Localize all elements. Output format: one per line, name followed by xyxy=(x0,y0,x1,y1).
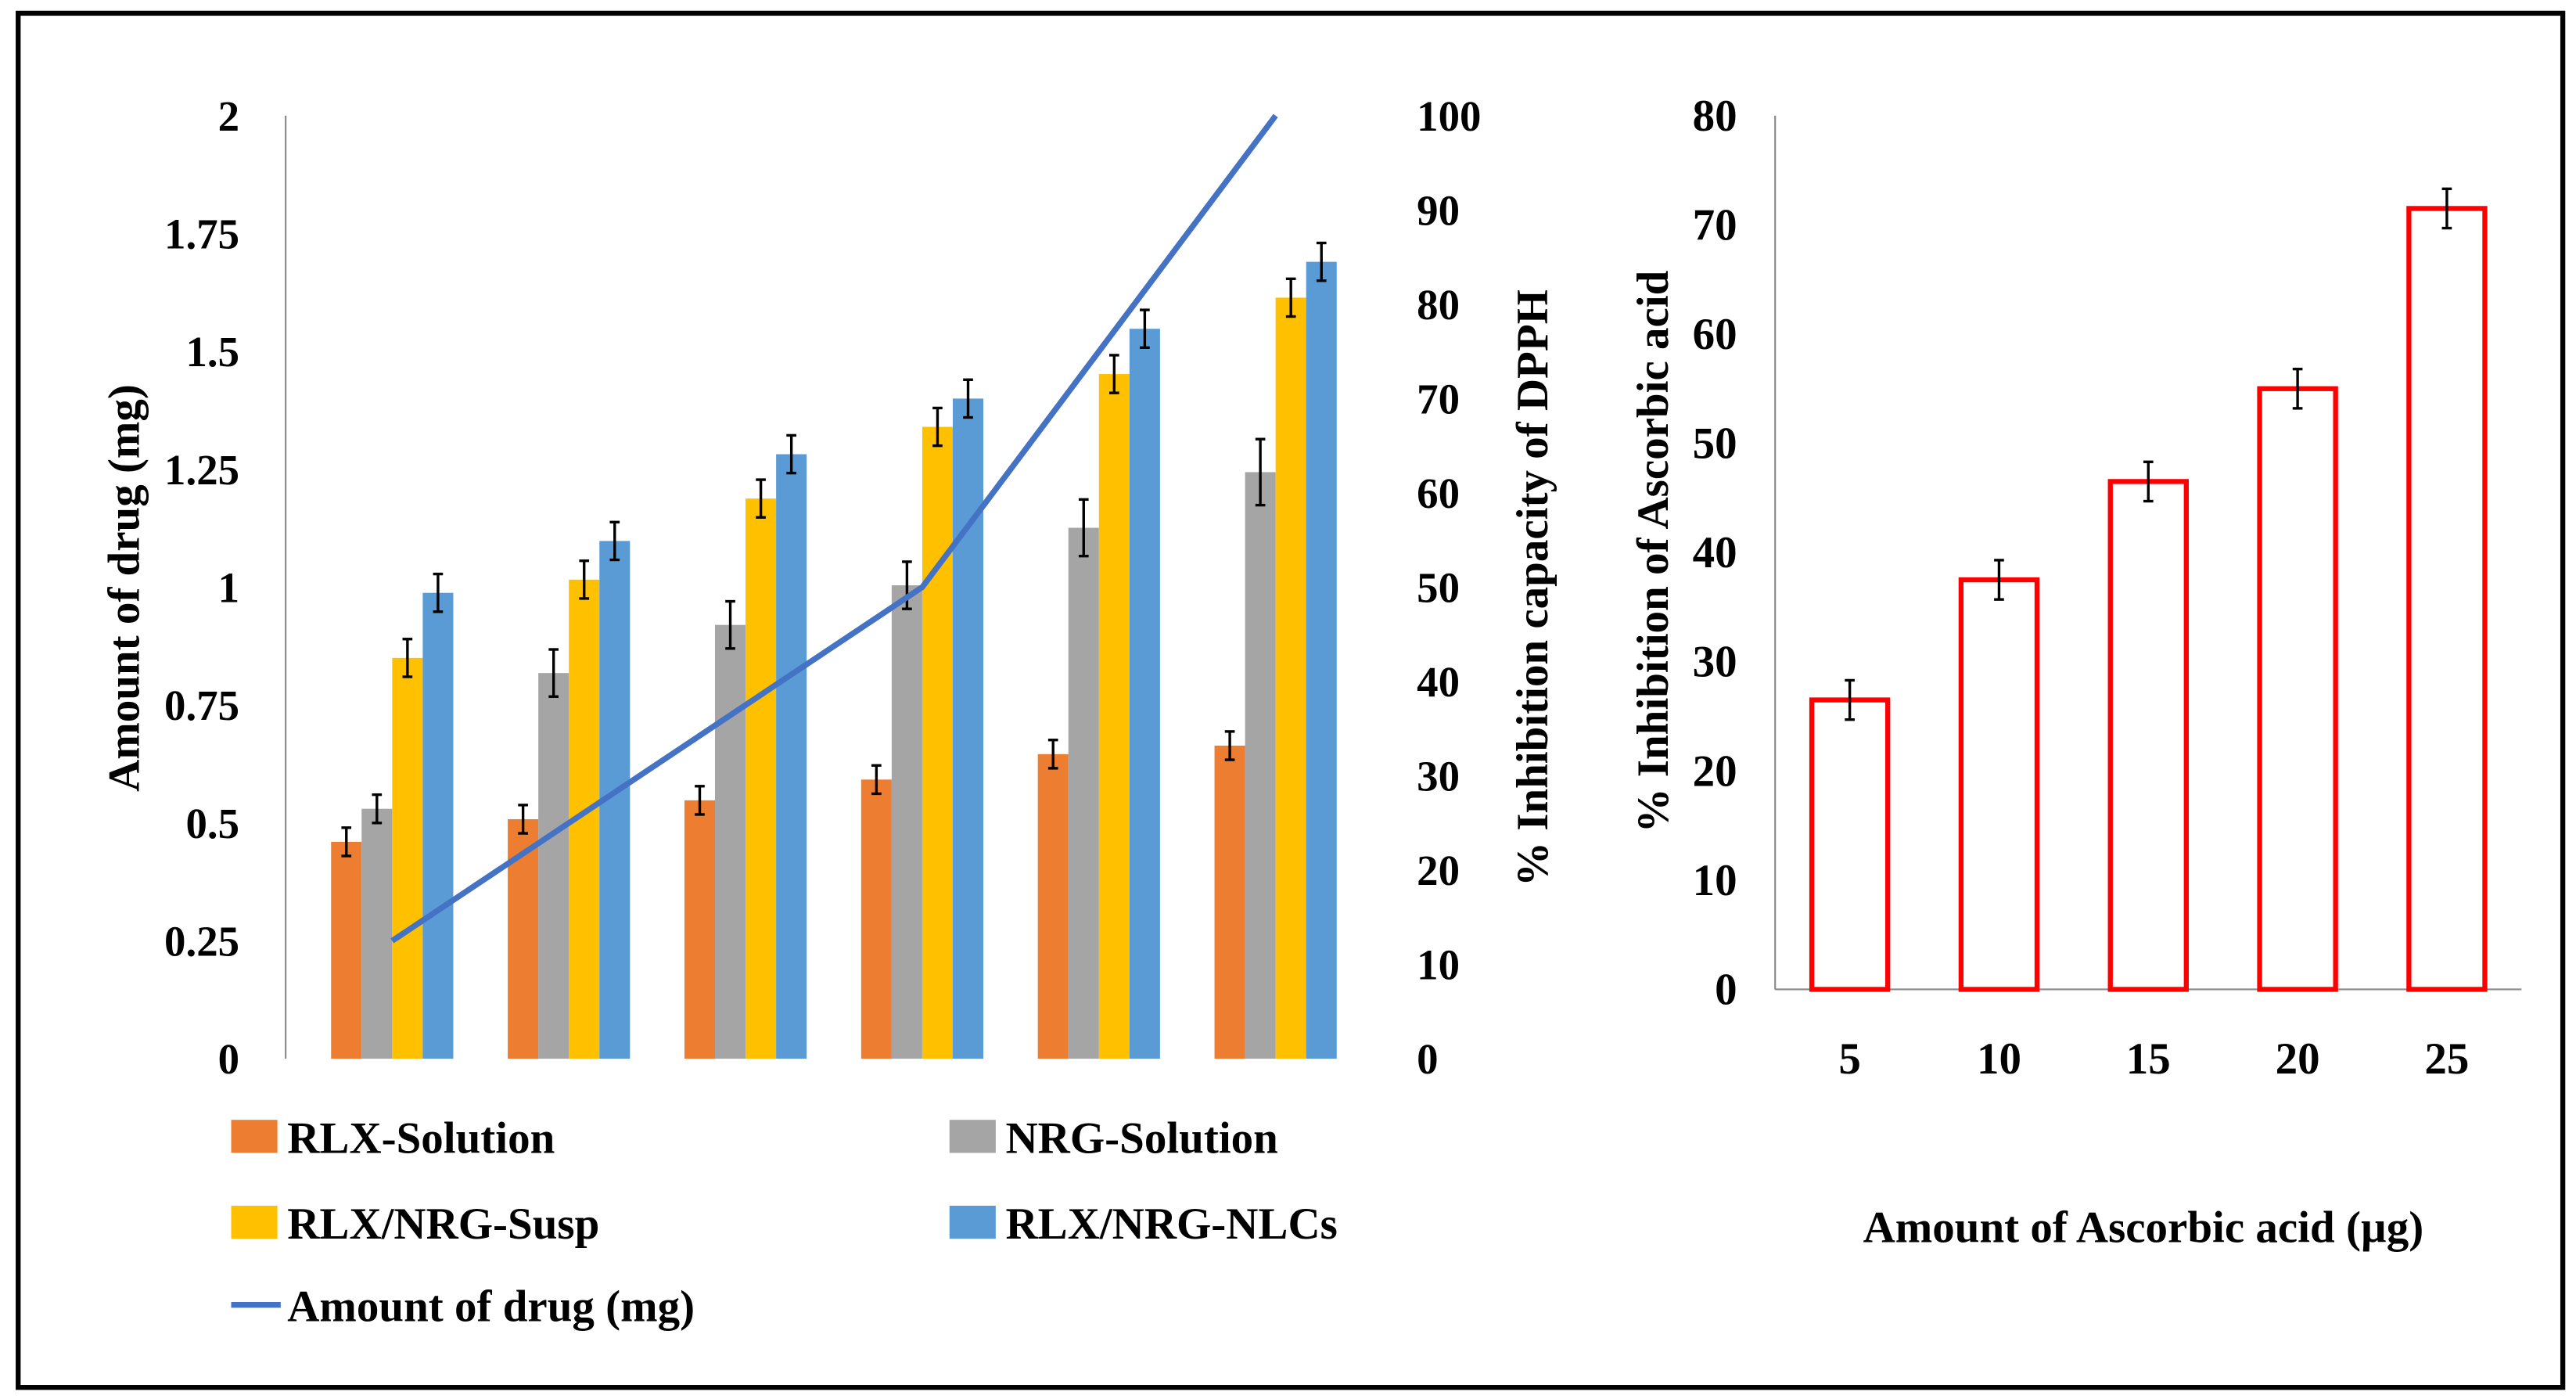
x-tick-label: 5 xyxy=(1838,1034,1860,1084)
bar-nrg-solution xyxy=(1068,527,1099,1059)
bar-rlx-nrg-susp xyxy=(1275,297,1306,1059)
bar-rlx-nrg-nlcs xyxy=(1129,329,1160,1059)
left-y-tick-label: 1.75 xyxy=(164,210,239,257)
x-tick-label: 25 xyxy=(2424,1034,2469,1084)
right-y-tick-label: 0 xyxy=(1417,1035,1438,1083)
right-y-axis-title: % Inhibition capacity of DPPH xyxy=(1508,290,1557,887)
legend-swatch xyxy=(949,1205,996,1239)
left-y-tick-label: 1.5 xyxy=(185,328,239,376)
right-y-tick-label: 30 xyxy=(1417,753,1460,800)
left-y-tick-label: 0 xyxy=(218,1035,239,1083)
bar-rlx-solution xyxy=(1214,745,1245,1059)
right-y-tick-label: 70 xyxy=(1417,375,1460,423)
bar-nrg-solution xyxy=(361,808,393,1059)
y-tick-label: 50 xyxy=(1693,419,1737,469)
bar-rlx-nrg-susp xyxy=(392,657,423,1059)
bar-rlx-nrg-nlcs xyxy=(952,398,984,1059)
y-tick-label: 30 xyxy=(1693,638,1737,687)
legend-swatch xyxy=(231,1205,278,1239)
right-y-tick-label: 40 xyxy=(1417,658,1460,706)
x-tick-label: 10 xyxy=(1977,1034,2021,1084)
bar-rlx-nrg-nlcs xyxy=(1306,261,1337,1059)
y-tick-label: 80 xyxy=(1693,92,1737,141)
bar-ascorbic-acid xyxy=(2257,386,2338,992)
right-y-tick-label: 10 xyxy=(1417,941,1460,989)
y-tick-label: 20 xyxy=(1693,746,1737,796)
left-y-axis-title: Amount of drug (mg) xyxy=(99,384,149,792)
right-y-tick-label: 90 xyxy=(1417,186,1460,234)
bar-rlx-nrg-susp xyxy=(745,498,777,1059)
y-axis-title: % Inhibition of Ascorbic acid xyxy=(1629,270,1678,833)
x-tick-label: 15 xyxy=(2126,1034,2171,1084)
right-y-tick-label: 80 xyxy=(1417,281,1460,329)
bar-nrg-solution xyxy=(1245,472,1276,1059)
left-chart: 00.250.50.7511.251.51.752010203040506070… xyxy=(99,92,1557,1332)
x-axis-title: Amount of Ascorbic acid (µg) xyxy=(1863,1203,2424,1252)
right-y-tick-label: 50 xyxy=(1417,563,1460,611)
line-amount-of-drug xyxy=(390,113,1278,944)
right-chart: 0 10 20 30 40 50 60 70 80 5 10 15 20 25 Amount of Asco… xyxy=(1629,92,2522,1252)
bar-nrg-solution xyxy=(538,673,569,1059)
legend-label: RLX-Solution xyxy=(287,1113,555,1163)
legend-label: NRG-Solution xyxy=(1006,1113,1278,1163)
bar-ascorbic-acid xyxy=(2406,206,2488,992)
bar-ascorbic-acid xyxy=(2107,479,2189,992)
right-y-tick-label: 20 xyxy=(1417,847,1460,894)
left-y-tick-label: 1 xyxy=(218,563,239,611)
bar-rlx-solution xyxy=(1037,753,1069,1059)
legend-label: RLX/NRG-Susp xyxy=(287,1199,599,1249)
bar-rlx-solution xyxy=(331,841,362,1059)
bar-rlx-nrg-susp xyxy=(1098,374,1130,1059)
y-tick-label: 10 xyxy=(1693,856,1737,905)
bar-ascorbic-acid xyxy=(1809,697,1891,992)
legend-label: Amount of drug (mg) xyxy=(287,1282,695,1332)
bar-nrg-solution xyxy=(715,624,746,1059)
right-y-tick-label: 60 xyxy=(1417,469,1460,517)
bar-rlx-solution xyxy=(860,779,892,1059)
legend-swatch xyxy=(949,1120,996,1153)
legend-label: RLX/NRG-NLCs xyxy=(1006,1199,1338,1249)
left-y-tick-label: 0.75 xyxy=(164,682,239,729)
bar-ascorbic-acid xyxy=(1958,577,2040,992)
right-y-tick-label: 100 xyxy=(1417,92,1481,140)
bar-rlx-nrg-nlcs xyxy=(422,592,454,1059)
y-tick-label: 0 xyxy=(1715,965,1737,1014)
x-tick-label: 20 xyxy=(2276,1034,2320,1084)
left-y-tick-label: 2 xyxy=(218,92,239,140)
legend-swatch xyxy=(231,1120,278,1153)
bar-nrg-solution xyxy=(891,585,922,1059)
bar-rlx-solution xyxy=(684,800,716,1059)
bar-rlx-nrg-susp xyxy=(922,426,953,1059)
left-y-tick-label: 0.5 xyxy=(185,800,239,847)
left-y-tick-label: 0.25 xyxy=(164,917,239,965)
left-y-tick-label: 1.25 xyxy=(164,446,239,494)
bar-rlx-nrg-nlcs xyxy=(776,454,807,1059)
y-tick-label: 60 xyxy=(1693,310,1737,359)
y-tick-label: 70 xyxy=(1693,200,1737,250)
y-tick-label: 40 xyxy=(1693,528,1737,577)
